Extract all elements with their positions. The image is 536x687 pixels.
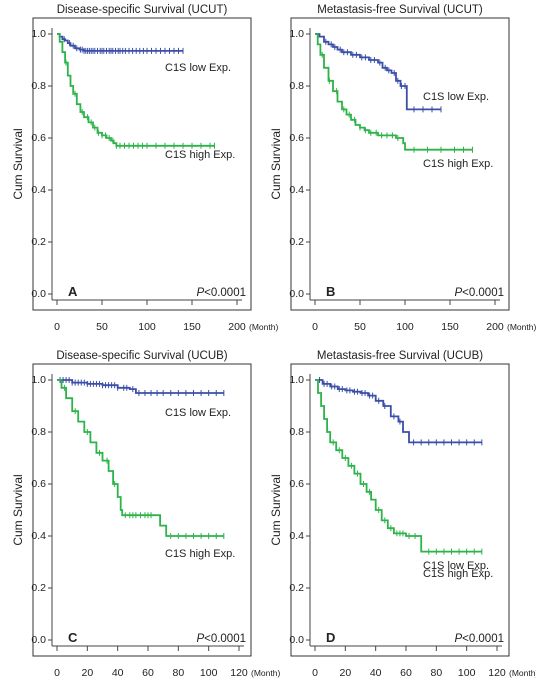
x-tick-label: 60 xyxy=(400,667,412,679)
panel-letter: B xyxy=(326,284,335,299)
series-label-high: C1S high Exp. xyxy=(165,548,235,560)
y-tick-label: 1.0 xyxy=(31,374,46,386)
x-tick-label: 50 xyxy=(96,321,108,333)
survival-curve-low xyxy=(315,379,482,444)
y-tick-label: 1.0 xyxy=(31,28,46,40)
p-value-number: <0.0001 xyxy=(462,633,504,645)
panel-d: Metastasis-free Survival (UCUB) 0.0 0.2 0.4… xyxy=(269,350,536,679)
y-tick-label: 0.8 xyxy=(31,426,46,438)
survival-curve-low xyxy=(315,33,441,111)
series-label-high: C1S high Exp. xyxy=(423,568,493,580)
y-axis-label: Cum Survival xyxy=(11,128,25,199)
p-value-symbol: P xyxy=(196,633,204,645)
p-value-symbol: P xyxy=(196,287,204,299)
x-tick-label: 20 xyxy=(339,667,351,679)
y-tick-label: 0.6 xyxy=(31,132,46,144)
p-value-number: <0.0001 xyxy=(204,633,246,645)
p-value-number: <0.0001 xyxy=(462,287,504,299)
p-value: P<0.0001 xyxy=(454,287,504,299)
y-tick-label: 0.4 xyxy=(289,184,304,196)
x-tick-label: 0 xyxy=(312,667,318,679)
x-tick-label: 200 xyxy=(486,321,504,333)
x-tick-label: 100 xyxy=(200,667,218,679)
x-tick-label: 20 xyxy=(81,667,93,679)
panel-letter: C xyxy=(68,630,78,645)
y-tick-label: 0.0 xyxy=(289,634,304,646)
panel-b: Metastasis-free Survival (UCUT) 0.0 0.2 0.4… xyxy=(269,4,536,333)
series-label-low: C1S low Exp. xyxy=(423,91,489,103)
panel-title: Metastasis-free Survival (UCUT) xyxy=(317,4,483,16)
x-tick-label: 0 xyxy=(54,321,60,333)
y-axis-label: Cum Survival xyxy=(11,474,25,545)
survival-curve-low xyxy=(57,379,224,394)
x-tick-label: 200 xyxy=(228,321,246,333)
panel-title: Metastasis-free Survival (UCUB) xyxy=(317,350,483,362)
y-tick-label: 0.8 xyxy=(31,80,46,92)
y-tick-label: 0.0 xyxy=(289,288,304,300)
panel-title: Disease-specific Survival (UCUB) xyxy=(56,350,227,362)
plot-frame xyxy=(32,363,252,657)
x-unit-label: (Month) xyxy=(507,322,536,332)
panel-a: Disease-specific Survival (UCUT) 0.0 0.2 0.… xyxy=(11,4,278,333)
survival-curve-low xyxy=(57,33,183,52)
survival-curve-high xyxy=(315,379,482,553)
p-value-number: <0.0001 xyxy=(204,287,246,299)
y-tick-label: 1.0 xyxy=(289,28,304,40)
plot-frame xyxy=(32,17,252,311)
p-value: P<0.0001 xyxy=(454,633,504,645)
y-tick-label: 0.0 xyxy=(31,634,46,646)
p-value-symbol: P xyxy=(454,287,462,299)
x-unit-label: (Month) xyxy=(251,668,280,678)
x-tick-label: 80 xyxy=(172,667,184,679)
x-tick-label: 0 xyxy=(312,321,318,333)
panel-c: Disease-specific Survival (UCUB) 0.0 0.2 0.… xyxy=(11,350,280,679)
survival-curve-high xyxy=(315,33,473,151)
panel-letter: A xyxy=(68,284,78,299)
plot-frame xyxy=(290,363,510,657)
y-tick-label: 0.2 xyxy=(289,236,304,248)
y-tick-label: 0.4 xyxy=(31,184,46,196)
panel-letter: D xyxy=(326,630,335,645)
series-label-high: C1S high Exp. xyxy=(423,158,493,170)
y-tick-label: 0.2 xyxy=(289,582,304,594)
y-tick-label: 0.8 xyxy=(289,80,304,92)
x-tick-label: 120 xyxy=(230,667,248,679)
x-tick-label: 50 xyxy=(354,321,366,333)
x-tick-label: 80 xyxy=(430,667,442,679)
y-tick-label: 0.4 xyxy=(31,530,46,542)
x-tick-label: 40 xyxy=(112,667,124,679)
series-label-low: C1S low Exp. xyxy=(165,62,231,74)
x-tick-label: 150 xyxy=(441,321,459,333)
x-unit-label: (Month) xyxy=(509,668,536,678)
y-tick-label: 0.2 xyxy=(31,236,46,248)
x-unit-label: (Month) xyxy=(249,322,278,332)
y-tick-label: 1.0 xyxy=(289,374,304,386)
x-tick-label: 60 xyxy=(142,667,154,679)
plot-frame xyxy=(290,17,510,311)
y-tick-label: 0.8 xyxy=(289,426,304,438)
y-tick-label: 0.6 xyxy=(289,478,304,490)
y-axis-label: Cum Survival xyxy=(269,474,283,545)
x-tick-label: 100 xyxy=(458,667,476,679)
x-tick-label: 100 xyxy=(138,321,156,333)
x-tick-label: 120 xyxy=(488,667,506,679)
y-tick-label: 0.6 xyxy=(289,132,304,144)
x-tick-label: 0 xyxy=(54,667,60,679)
y-tick-label: 0.0 xyxy=(31,288,46,300)
p-value: P<0.0001 xyxy=(196,287,246,299)
y-tick-label: 0.6 xyxy=(31,478,46,490)
y-tick-label: 0.2 xyxy=(31,582,46,594)
series-label-high: C1S high Exp. xyxy=(165,149,235,161)
panel-title: Disease-specific Survival (UCUT) xyxy=(57,4,228,16)
x-tick-label: 40 xyxy=(370,667,382,679)
x-tick-label: 100 xyxy=(396,321,414,333)
y-tick-label: 0.4 xyxy=(289,530,304,542)
y-axis-label: Cum Survival xyxy=(269,128,283,199)
p-value-symbol: P xyxy=(454,633,462,645)
series-label-low: C1S low Exp. xyxy=(423,560,489,572)
p-value: P<0.0001 xyxy=(196,633,246,645)
x-tick-label: 150 xyxy=(183,321,201,333)
series-label-low: C1S low Exp. xyxy=(165,407,231,419)
